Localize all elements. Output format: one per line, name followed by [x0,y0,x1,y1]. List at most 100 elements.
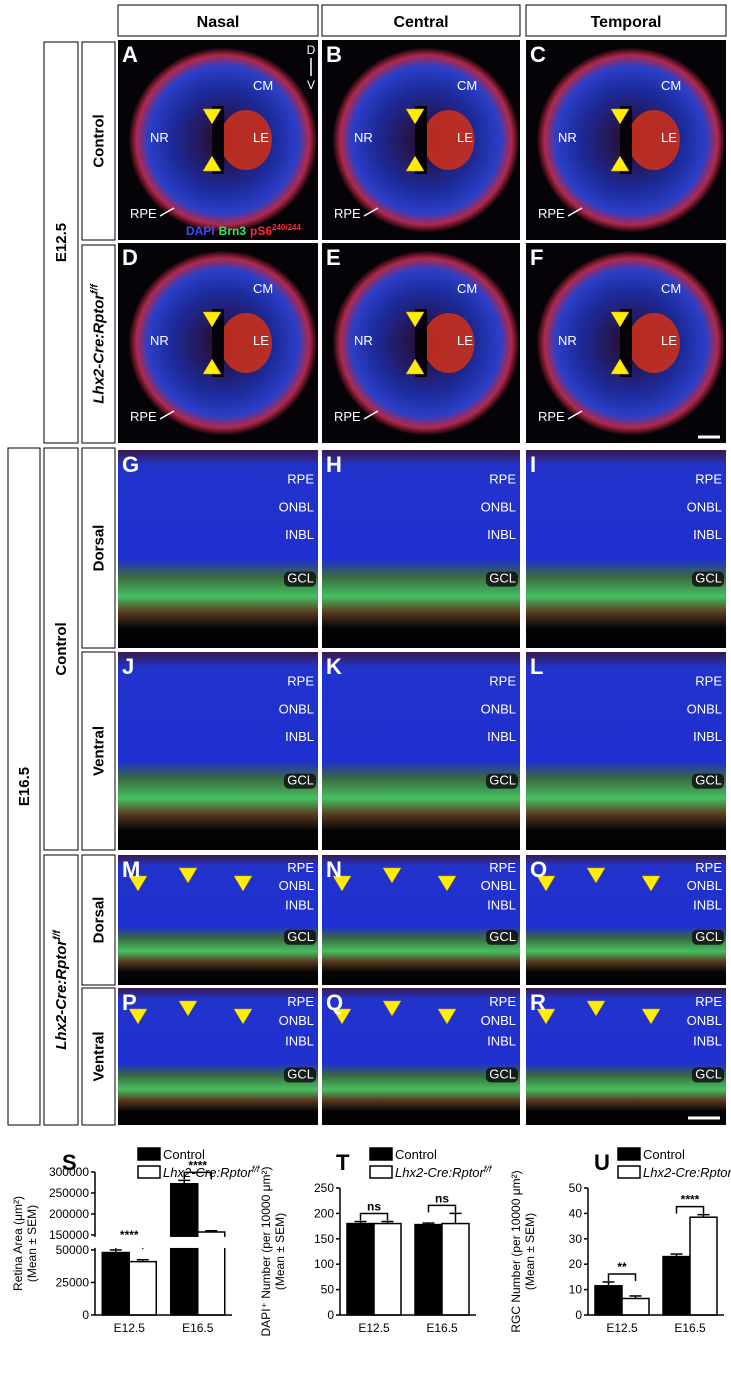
bar [170,1182,199,1316]
panel-letter: J [122,654,134,679]
vitreous [620,309,632,377]
column-header-box [117,4,319,37]
legend-superscript: f/f [252,1164,261,1174]
row-label: Ventral [91,726,108,776]
legend-label: Control [395,1147,437,1162]
panel-label: GCL [489,571,516,586]
panel-label: RPE [695,674,722,689]
arrowhead [641,875,661,892]
x-tick-label: E12.5 [358,1321,390,1335]
bar [128,1260,157,1316]
row-label-box [81,244,116,444]
arrowhead [233,875,253,892]
row-label: Lhx2-Cre:Rptorf/f [90,283,108,404]
orientation-label: D [307,43,316,57]
legend-swatch [369,1147,393,1161]
row-label-superscript: f/f [90,283,101,294]
arrowhead [332,875,352,892]
panel-label: CM [661,281,681,296]
panel-letter: M [122,857,140,882]
column-header: Nasal [197,14,240,31]
column-header: Central [393,14,448,31]
arrowhead [586,867,606,884]
legend-swatch [137,1165,161,1179]
orientation-label: V [307,78,315,92]
panel-label: ONBL [687,878,722,893]
y-tick-label: 0 [82,1308,89,1322]
label-backdrop [284,1067,316,1083]
panel-label: GCL [287,1066,314,1081]
pointer-arrow [159,410,175,420]
panel-label: INBL [285,898,314,913]
bar [621,1297,650,1316]
panel-label: ONBL [687,701,722,716]
x-tick-label: E12.5 [114,1321,146,1335]
retina-layers [526,855,726,985]
panel-label: NR [150,333,169,348]
pointer-arrow [363,207,379,217]
panel-label: GCL [489,773,516,788]
panel-label: NR [150,130,169,145]
panel-label: RPE [287,674,314,689]
legend-swatch [137,1147,161,1161]
arrowhead [202,311,222,328]
significance-bracket [183,1171,212,1180]
bar [414,1223,443,1316]
arrowhead [405,108,425,125]
chart-letter: T [336,1150,350,1175]
panel-letter: P [122,990,137,1015]
legend-swatch [369,1165,393,1179]
lens [422,110,475,170]
panel-label: RPE [489,472,516,487]
row-label-text: Control [91,114,108,167]
panel-label: INBL [285,729,314,744]
arrowhead [202,358,222,375]
panel-label: ONBL [279,701,314,716]
panel-label: INBL [693,729,722,744]
panel-label: RPE [538,206,565,221]
panel-label: RPE [695,472,722,487]
panel-label: NR [558,333,577,348]
row-label: Control [53,622,70,675]
arrowhead [233,1008,253,1025]
x-tick-label: E12.5 [606,1321,638,1335]
panel-label: GCL [287,773,314,788]
significance-label: **** [681,1193,700,1207]
y-tick-label: 0 [327,1308,334,1322]
row-label: Lhx2-Cre:Rptorf/f [52,929,70,1050]
y-axis-title: RGC Number (per 10000 μm²)(Mean ± SEM) [509,1170,537,1332]
arrowhead [382,867,402,884]
arrowhead [405,155,425,172]
retina-layers [118,855,318,985]
row-label: Control [91,114,108,167]
row-label-text: Dorsal [91,525,108,572]
y-axis-title: Retina Area (μm²)(Mean ± SEM) [11,1196,39,1291]
panel-label: INBL [487,898,516,913]
panel-letter: E [326,245,341,270]
y-tick-label: 150000 [49,1228,89,1242]
panel-label: INBL [693,898,722,913]
panel-label: INBL [487,1034,516,1049]
panel-label: RPE [130,206,157,221]
y-tick-label: 250000 [49,1186,89,1200]
panel-letter: R [530,990,546,1015]
legend-label: Lhx2-Cre:Rptorf/f [643,1164,731,1180]
y-axis-title: DAPI⁺ Number (per 10000 μm²)(Mean ± SEM) [259,1167,287,1337]
arrowhead [610,311,630,328]
panel-label: GCL [695,571,722,586]
stain-legend: DAPI Brn3 pS6240/244 [186,223,302,238]
row-label-box [81,854,116,986]
y-tick-label: 200 [314,1206,334,1220]
significance-label: ** [617,1260,627,1274]
panel-label: ONBL [481,701,516,716]
label-backdrop [486,571,518,587]
panel-label: LE [457,130,473,145]
stain-name: Brn3 [219,224,247,238]
panel-letter: F [530,245,543,270]
panel-label: RPE [695,860,722,875]
lens [220,313,272,373]
stain-name: DAPI [186,224,215,238]
y-tick-label: 30 [569,1232,583,1246]
row-label: Dorsal [91,525,108,572]
